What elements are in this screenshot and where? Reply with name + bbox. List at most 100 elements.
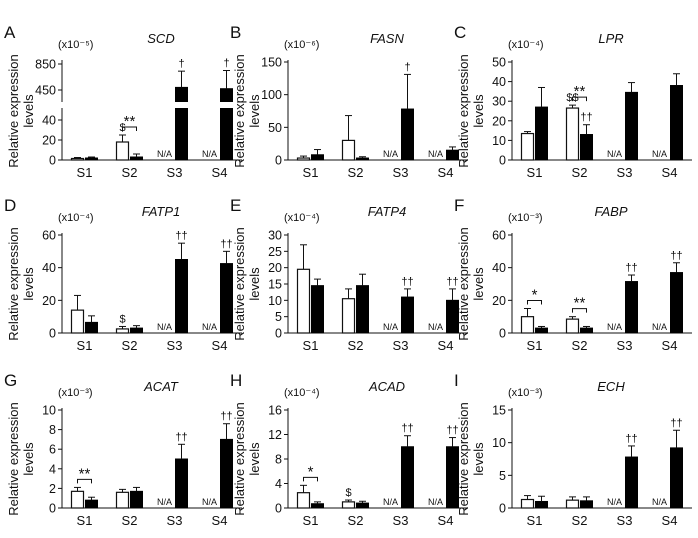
y-tick-label: 0: [499, 327, 506, 341]
x-category-label: S2: [572, 338, 588, 353]
y-tick-label: 6: [49, 443, 56, 457]
y-axis-label-line1: Relative expression: [232, 227, 247, 340]
x-category-label: S2: [348, 165, 364, 180]
bar-s4-filled: [220, 263, 233, 334]
panel-c: C (x10⁻⁴) LPR Relative expression levels 0 10 2…: [454, 23, 692, 180]
na-label: N/A: [652, 497, 667, 507]
y-tick-label: 0: [275, 502, 282, 516]
y-tick-label: 20: [42, 134, 56, 148]
bar-s2-open: [341, 139, 356, 161]
scale-label: (x10⁻³): [508, 387, 543, 399]
x-category-label: S1: [77, 338, 93, 353]
y-tick-label: 30: [268, 229, 282, 243]
y-tick-label: 50: [268, 121, 282, 135]
y-tick-label: 8: [49, 423, 56, 437]
significance-marker: $$: [566, 92, 578, 104]
significance-marker: ††: [401, 276, 413, 288]
bar-s2-filled: [130, 327, 143, 334]
scale-label: (x10⁻⁴): [508, 39, 544, 51]
x-category-label: S3: [393, 513, 409, 528]
significance-marker: **: [124, 113, 136, 130]
y-tick-label: 0: [275, 327, 282, 341]
bar-s2-filled: [356, 502, 369, 509]
significance-marker: ††: [670, 250, 682, 262]
y-tick-label: 2: [49, 482, 56, 496]
y-tick-label: 15: [492, 404, 506, 418]
significance-bracket: [122, 126, 137, 131]
x-category-label: S3: [167, 165, 183, 180]
x-category-label: S2: [348, 338, 364, 353]
panel-letter: A: [4, 23, 16, 42]
y-axis-label: Relative expression levels: [456, 402, 486, 515]
significance-marker: ††: [220, 411, 232, 423]
x-category-label: S3: [617, 165, 633, 180]
y-axis-label-line1: Relative expression: [456, 54, 471, 167]
x-category-label: S4: [662, 513, 678, 528]
y-tick-label: 40: [42, 261, 56, 275]
y-tick-label: 5: [275, 310, 282, 324]
y-axis-label-line2: levels: [21, 94, 36, 128]
y-axis-label-line2: levels: [247, 94, 262, 128]
scale-label: (x10⁻⁵): [58, 39, 93, 51]
y-tick-label: 20: [268, 261, 282, 275]
bar-s4-filled: [220, 88, 233, 161]
gene-title: LPR: [598, 31, 623, 46]
gene-title: ECH: [597, 379, 625, 394]
panel-i: I (x10⁻³) ECH Relative expression levels 0 5 10…: [454, 371, 692, 528]
x-category-label: S3: [617, 338, 633, 353]
bar-s2-open: [565, 107, 580, 161]
y-tick-label: 450: [35, 84, 56, 98]
bar-s2-open: [341, 501, 356, 509]
panel-letter: E: [230, 196, 241, 215]
bar-s2-filled: [356, 285, 369, 334]
significance-marker: †: [223, 58, 229, 70]
bar-s4-filled: [670, 447, 683, 509]
y-tick-label: 40: [42, 114, 56, 128]
y-axis-label: Relative expression levels: [232, 402, 262, 515]
y-tick-label: 850: [35, 58, 56, 72]
x-category-label: S2: [572, 165, 588, 180]
bar-s1-filled: [85, 157, 98, 161]
y-tick-label: 12: [268, 428, 282, 442]
significance-marker: **: [79, 465, 91, 482]
x-category-label: S1: [303, 165, 319, 180]
y-axis-label-line2: levels: [247, 267, 262, 301]
y-tick-label: 20: [42, 294, 56, 308]
na-label: N/A: [428, 149, 443, 159]
significance-marker: *: [532, 287, 538, 304]
axis-break-gap: [56, 102, 244, 108]
y-tick-label: 100: [261, 88, 282, 102]
y-axis-label: Relative expression levels: [6, 402, 36, 515]
x-category-label: S2: [572, 513, 588, 528]
x-category-label: S2: [122, 338, 138, 353]
y-tick-label: 8: [275, 453, 282, 467]
y-axis-label: Relative expression levels: [456, 54, 486, 167]
panel-letter: F: [454, 196, 464, 215]
bar-s4-filled: [220, 438, 233, 509]
bar-s1-filled: [311, 285, 324, 334]
x-category-label: S4: [212, 513, 228, 528]
panel-letter: B: [230, 23, 241, 42]
y-axis-label-line1: Relative expression: [456, 227, 471, 340]
y-tick-label: 0: [499, 502, 506, 516]
x-category-label: S2: [348, 513, 364, 528]
y-tick-label: 10: [492, 134, 506, 148]
y-tick-label: 0: [49, 327, 56, 341]
na-label: N/A: [202, 497, 217, 507]
significance-bracket: [527, 300, 542, 305]
significance-marker: $: [119, 313, 125, 325]
bar-s2-open: [565, 499, 580, 509]
x-category-label: S3: [393, 338, 409, 353]
x-category-label: S4: [438, 338, 454, 353]
y-tick-label: 15: [268, 278, 282, 292]
na-label: N/A: [428, 322, 443, 332]
x-category-label: S4: [662, 165, 678, 180]
y-axis-label: Relative expression levels: [6, 54, 36, 167]
bar-s1-filled: [311, 503, 324, 509]
bar-s1-open: [296, 157, 311, 161]
bar-s1-filled: [535, 106, 548, 161]
gene-title: FATP1: [142, 204, 181, 219]
bar-s1-open: [70, 157, 85, 161]
na-label: N/A: [157, 149, 172, 159]
